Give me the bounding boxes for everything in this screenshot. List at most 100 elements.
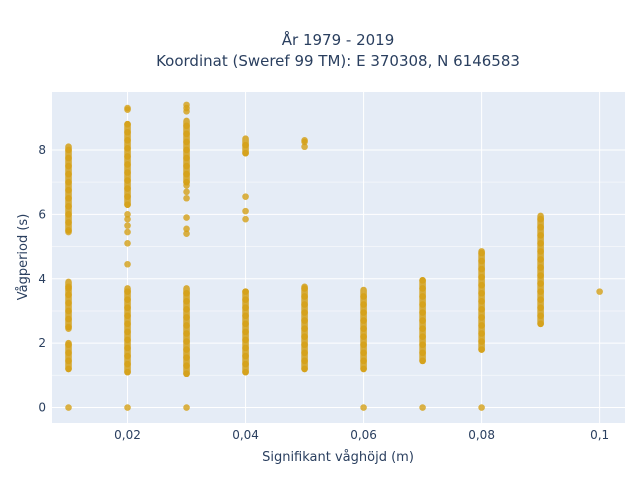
data-point [537, 280, 544, 287]
data-point [65, 194, 72, 202]
y-tick-labels: 0 2 4 6 8 [38, 143, 46, 415]
data-point [301, 293, 308, 300]
data-point [124, 360, 131, 368]
data-point [65, 203, 72, 210]
data-point [65, 285, 72, 292]
data-point [183, 314, 190, 321]
x-tick-label: 0,1 [590, 428, 609, 442]
data-point [242, 352, 249, 360]
data-point [478, 249, 485, 257]
data-point [183, 306, 190, 313]
data-point [301, 349, 308, 357]
data-point [242, 304, 249, 312]
data-point [183, 194, 190, 202]
data-point [419, 301, 426, 308]
chart-title-line1: År 1979 - 2019 [282, 30, 395, 49]
data-point [124, 120, 131, 128]
data-point [65, 349, 72, 357]
data-point [183, 404, 190, 411]
data-point [124, 312, 131, 320]
data-point [478, 257, 485, 265]
data-point [183, 170, 190, 178]
data-point [301, 341, 308, 349]
data-point [124, 336, 131, 344]
data-point [301, 333, 308, 341]
data-point [419, 277, 426, 284]
data-point [242, 207, 249, 215]
data-point [124, 128, 131, 136]
data-point [65, 186, 72, 194]
data-point [124, 228, 131, 236]
data-point [183, 322, 190, 329]
data-point [537, 223, 544, 231]
data-point [183, 182, 190, 189]
data-point [242, 328, 249, 336]
data-point [65, 341, 72, 349]
data-point [478, 322, 485, 329]
data-point [419, 309, 426, 316]
data-point [537, 288, 544, 295]
data-point [419, 285, 426, 292]
data-point [301, 309, 308, 316]
data-point [183, 330, 190, 337]
data-point [183, 289, 190, 297]
data-point [124, 344, 131, 352]
data-point [242, 296, 249, 303]
data-point [360, 325, 367, 332]
data-point [360, 333, 367, 341]
data-point [124, 177, 131, 184]
data-point [124, 328, 131, 336]
data-point [183, 130, 190, 138]
data-point [124, 145, 131, 152]
data-point [419, 341, 426, 349]
data-point [65, 228, 72, 236]
data-point [183, 230, 190, 237]
data-point [183, 354, 190, 361]
data-point [478, 314, 485, 321]
data-point [124, 153, 131, 160]
data-point [301, 136, 308, 144]
data-point [124, 185, 131, 192]
data-point [65, 307, 72, 315]
data-point [183, 346, 190, 353]
data-point [65, 162, 72, 170]
plot-area [52, 92, 625, 423]
data-point [301, 301, 308, 308]
data-point [537, 215, 544, 223]
data-point [65, 325, 72, 332]
y-tick-label: 0 [38, 401, 46, 415]
x-tick-label: 0,04 [232, 428, 259, 442]
data-point [183, 338, 190, 345]
data-point [242, 141, 249, 149]
data-point [183, 138, 190, 146]
data-point [419, 333, 426, 341]
data-point [478, 297, 485, 305]
data-point [537, 231, 544, 239]
data-point [65, 291, 72, 299]
data-point [65, 404, 72, 411]
data-point [537, 264, 544, 271]
data-point [183, 225, 190, 233]
data-point [360, 309, 367, 316]
data-point [124, 193, 131, 200]
x-tick-label: 0,02 [114, 428, 141, 442]
x-tick-label: 0,08 [468, 428, 495, 442]
data-point [419, 293, 426, 300]
data-point [360, 301, 367, 308]
data-point [537, 296, 544, 303]
data-point [183, 297, 190, 305]
data-point [301, 325, 308, 332]
data-point [183, 188, 190, 196]
data-point [183, 154, 190, 162]
y-tick-label: 6 [38, 207, 46, 221]
data-point [360, 357, 367, 365]
data-point [537, 240, 544, 247]
data-point [596, 288, 603, 295]
data-point [183, 370, 190, 378]
grid-lines [52, 92, 625, 423]
data-point [478, 346, 485, 353]
data-point [419, 317, 426, 324]
data-point [360, 404, 367, 411]
data-point [478, 273, 485, 281]
data-point [65, 315, 72, 323]
